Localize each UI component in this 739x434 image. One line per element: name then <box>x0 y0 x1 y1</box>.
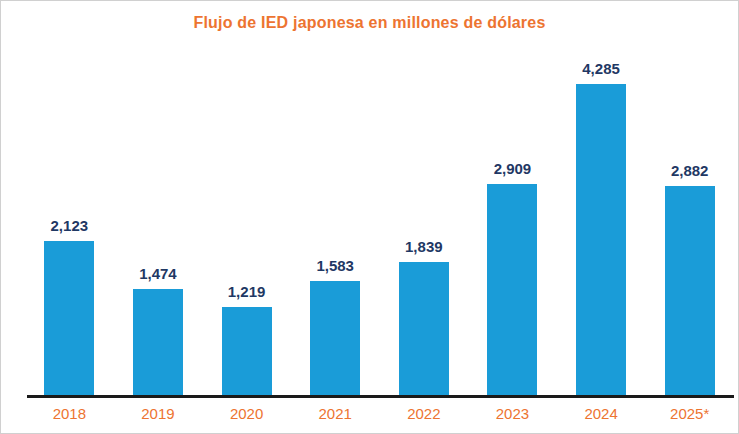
bar-group-2022: 1,839 <box>380 238 469 396</box>
bar-group-2018: 2,123 <box>25 217 114 396</box>
x-axis-label: 2024 <box>557 405 646 422</box>
bar <box>310 281 360 396</box>
bar <box>222 307 272 396</box>
x-axis-labels: 20182019202020212022202320242025* <box>25 405 734 422</box>
bar-group-2023: 2,909 <box>468 160 557 396</box>
bar-group-2020: 1,219 <box>202 283 291 396</box>
bar-value-label: 4,285 <box>582 60 620 77</box>
bar <box>44 241 94 396</box>
x-axis-label: 2020 <box>202 405 291 422</box>
bar-value-label: 2,123 <box>51 217 89 234</box>
x-axis-label: 2022 <box>380 405 469 422</box>
bar <box>487 184 537 396</box>
x-axis-label: 2021 <box>291 405 380 422</box>
bar-value-label: 2,882 <box>671 162 709 179</box>
chart-canvas: Flujo de IED japonesa en millones de dól… <box>0 0 739 434</box>
bar <box>665 186 715 396</box>
bar-group-2025*: 2,882 <box>645 162 734 396</box>
bars-container: 2,1231,4741,2191,5831,8392,9094,2852,882 <box>25 84 734 396</box>
bar <box>399 262 449 396</box>
bar-group-2019: 1,474 <box>114 265 203 396</box>
bar-group-2021: 1,583 <box>291 257 380 396</box>
bar-group-2024: 4,285 <box>557 60 646 396</box>
plot-area: 2,123 1,474 1,219 1,583 1,839 2,909 4,285 2,882 <box>1 1 738 398</box>
bar-value-label: 1,839 <box>405 238 443 255</box>
bar <box>133 289 183 396</box>
bar-value-label: 1,474 <box>139 265 177 282</box>
bar <box>576 84 626 396</box>
bar-value-label: 1,219 <box>228 283 266 300</box>
x-axis-label: 2025* <box>645 405 734 422</box>
x-axis-label: 2018 <box>25 405 114 422</box>
x-axis-line <box>27 395 734 398</box>
x-axis-label: 2023 <box>468 405 557 422</box>
bar-value-label: 2,909 <box>494 160 532 177</box>
bar-value-label: 1,583 <box>316 257 354 274</box>
x-axis-label: 2019 <box>114 405 203 422</box>
